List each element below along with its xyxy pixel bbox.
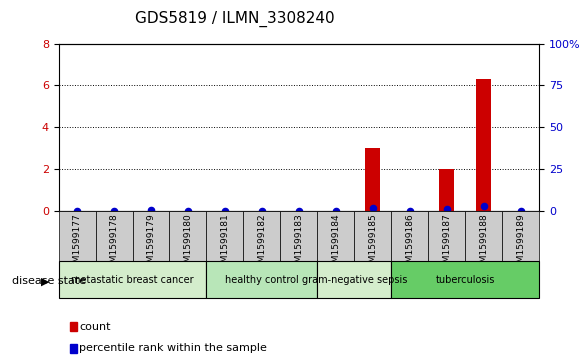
FancyBboxPatch shape bbox=[59, 261, 206, 298]
Point bbox=[516, 208, 525, 213]
FancyBboxPatch shape bbox=[243, 211, 280, 261]
Text: ▶: ▶ bbox=[41, 276, 50, 286]
Point bbox=[110, 208, 119, 213]
FancyBboxPatch shape bbox=[169, 211, 206, 261]
Text: count: count bbox=[79, 322, 111, 332]
FancyBboxPatch shape bbox=[428, 211, 465, 261]
Text: healthy control: healthy control bbox=[225, 274, 299, 285]
Text: gram-negative sepsis: gram-negative sepsis bbox=[302, 274, 407, 285]
Point bbox=[146, 207, 156, 213]
Text: GSM1599187: GSM1599187 bbox=[442, 213, 451, 274]
Text: GSM1599181: GSM1599181 bbox=[220, 213, 230, 274]
FancyBboxPatch shape bbox=[59, 211, 96, 261]
Text: tuberculosis: tuberculosis bbox=[435, 274, 495, 285]
FancyBboxPatch shape bbox=[318, 261, 391, 298]
FancyBboxPatch shape bbox=[391, 261, 539, 298]
Bar bbox=[440, 169, 454, 211]
Text: percentile rank within the sample: percentile rank within the sample bbox=[79, 343, 267, 354]
Point bbox=[294, 208, 304, 213]
Text: GSM1599189: GSM1599189 bbox=[516, 213, 525, 274]
Point bbox=[183, 208, 193, 213]
FancyBboxPatch shape bbox=[132, 211, 169, 261]
FancyBboxPatch shape bbox=[280, 211, 318, 261]
Text: disease state: disease state bbox=[12, 276, 86, 286]
FancyBboxPatch shape bbox=[391, 211, 428, 261]
Point bbox=[405, 208, 414, 213]
Text: GSM1599184: GSM1599184 bbox=[331, 213, 340, 274]
Text: GSM1599185: GSM1599185 bbox=[368, 213, 377, 274]
Point bbox=[479, 203, 488, 209]
Text: GSM1599180: GSM1599180 bbox=[183, 213, 192, 274]
FancyBboxPatch shape bbox=[465, 211, 502, 261]
Point bbox=[257, 208, 267, 213]
Text: GDS5819 / ILMN_3308240: GDS5819 / ILMN_3308240 bbox=[135, 11, 334, 27]
Text: GSM1599183: GSM1599183 bbox=[294, 213, 304, 274]
Text: GSM1599177: GSM1599177 bbox=[73, 213, 81, 274]
FancyBboxPatch shape bbox=[96, 211, 132, 261]
FancyBboxPatch shape bbox=[206, 211, 243, 261]
FancyBboxPatch shape bbox=[502, 211, 539, 261]
FancyBboxPatch shape bbox=[355, 211, 391, 261]
Bar bbox=[366, 148, 380, 211]
Point bbox=[331, 208, 340, 213]
Point bbox=[368, 205, 377, 211]
FancyBboxPatch shape bbox=[206, 261, 318, 298]
Bar bbox=[476, 79, 491, 211]
Text: GSM1599179: GSM1599179 bbox=[146, 213, 155, 274]
Point bbox=[73, 208, 82, 213]
Text: GSM1599182: GSM1599182 bbox=[257, 213, 267, 274]
Text: GSM1599186: GSM1599186 bbox=[406, 213, 414, 274]
FancyBboxPatch shape bbox=[318, 211, 355, 261]
Point bbox=[220, 208, 230, 213]
Text: GSM1599188: GSM1599188 bbox=[479, 213, 488, 274]
Text: GSM1599178: GSM1599178 bbox=[110, 213, 118, 274]
Text: metastatic breast cancer: metastatic breast cancer bbox=[71, 274, 194, 285]
Point bbox=[442, 206, 451, 212]
